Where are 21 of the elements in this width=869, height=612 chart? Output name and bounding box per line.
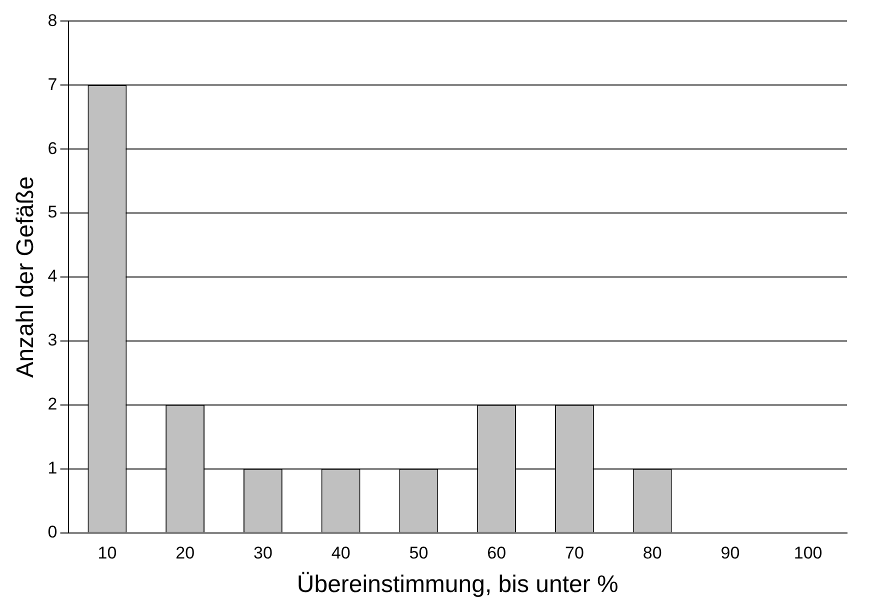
y-tick-label: 6	[48, 138, 58, 158]
y-tick-label: 1	[48, 458, 58, 478]
y-tick-label: 7	[48, 74, 58, 94]
y-tick-label: 4	[48, 266, 58, 286]
x-tick-label: 50	[409, 544, 428, 563]
y-tick-label: 8	[48, 10, 58, 30]
y-tick-label: 0	[48, 522, 58, 542]
x-tick-label: 90	[720, 544, 740, 563]
x-tick-label: 20	[176, 544, 195, 563]
y-tick-label: 3	[48, 330, 58, 350]
x-axis-title: Übereinstimmung, bis unter %	[296, 571, 618, 598]
x-tick-label: 60	[487, 544, 506, 563]
x-tick-label: 70	[564, 544, 584, 563]
x-tick-label: 80	[642, 544, 662, 563]
x-tick-label: 40	[331, 544, 350, 563]
x-tick-label: 100	[794, 544, 822, 563]
y-tick-label: 2	[48, 394, 58, 414]
x-tick-label: 30	[253, 544, 272, 563]
y-axis-title: Anzahl der Gefäße	[12, 176, 40, 378]
y-tick-label: 5	[48, 202, 58, 222]
x-tick-label: 10	[98, 544, 117, 563]
